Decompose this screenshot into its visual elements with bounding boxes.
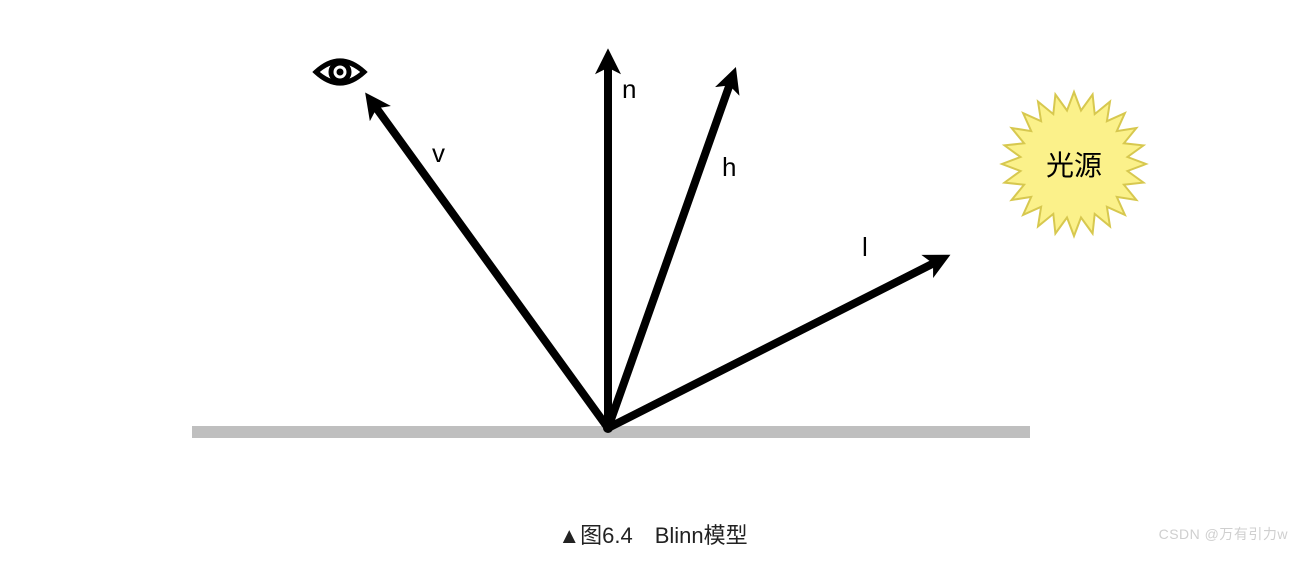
light-source-label: 光源 <box>1046 144 1102 184</box>
vector-label-l: l <box>862 232 868 263</box>
blinn-diagram: v n h l 光源 <box>0 0 1306 562</box>
diagram-svg <box>0 0 1306 562</box>
vector-label-h: h <box>722 152 736 183</box>
vector-label-n: n <box>622 74 636 105</box>
watermark: CSDN @万有引力w <box>1159 524 1288 544</box>
vector-v <box>372 102 608 428</box>
origin-point <box>603 423 613 433</box>
figure-caption: ▲图6.4 Blinn模型 <box>0 518 1306 550</box>
vector-label-v: v <box>432 138 445 169</box>
eye-icon <box>316 61 364 83</box>
